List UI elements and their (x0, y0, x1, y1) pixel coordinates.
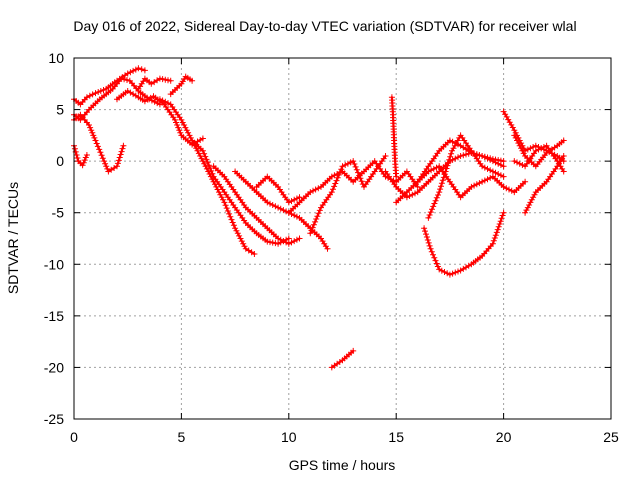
series-trace-21 (421, 209, 507, 278)
series-markers (71, 111, 127, 175)
series-line (191, 139, 290, 245)
x-tick-label: 25 (603, 429, 619, 445)
series-trace-25 (522, 153, 567, 216)
chart-title: Day 016 of 2022, Sidereal Day-to-day VTE… (73, 18, 576, 34)
series-markers (511, 132, 567, 170)
series-markers (522, 153, 567, 216)
series-trace-15 (328, 347, 357, 371)
series-markers (210, 163, 303, 247)
series-trace-16 (388, 94, 400, 180)
series-trace-7 (167, 73, 196, 98)
y-axis-label: SDTVAR / TECUs (5, 182, 21, 294)
series-line (72, 113, 125, 173)
series-markers (388, 94, 400, 180)
x-tick-label: 0 (70, 429, 78, 445)
tick-labels: 0 5 10 15 20 25 10 5 0 -5 -10 -15 -20 -25 (44, 50, 619, 445)
series-markers (167, 73, 196, 98)
series-markers (511, 142, 567, 175)
series-markers (156, 96, 258, 257)
series-markers (414, 163, 529, 201)
y-tick-label: -25 (44, 411, 64, 427)
series-line (169, 75, 194, 96)
plot-frame (73, 57, 612, 420)
y-tick-label: -15 (44, 308, 64, 324)
y-tick-label: 10 (48, 50, 64, 66)
series-trace-10 (210, 163, 303, 247)
series-markers (253, 173, 303, 206)
series-markers (135, 75, 174, 92)
series-trace-3 (71, 111, 127, 175)
y-tick-label: -5 (52, 205, 65, 221)
series-trace-20 (414, 163, 529, 201)
y-tick-label: -20 (44, 359, 64, 375)
y-tick-label: 5 (56, 102, 64, 118)
series-trace-8 (156, 96, 258, 257)
y-tick-label: -10 (44, 256, 64, 272)
y-tick-label: 0 (56, 153, 64, 169)
x-axis-label: GPS time / hours (289, 457, 396, 473)
x-tick-label: 5 (178, 429, 186, 445)
series-trace-12 (253, 173, 303, 206)
grid-lines (74, 58, 611, 419)
axis-ticks (73, 57, 612, 420)
x-tick-label: 15 (388, 429, 404, 445)
series-markers (307, 153, 389, 237)
series-markers (189, 137, 292, 247)
series-trace-6 (135, 75, 174, 92)
series-trace-23 (511, 132, 567, 170)
series-markers (328, 347, 357, 371)
data-series (71, 65, 567, 371)
series-line (309, 154, 387, 235)
series-markers (421, 209, 507, 278)
series-trace-14 (307, 153, 389, 237)
x-tick-label: 10 (281, 429, 297, 445)
series-trace-9 (189, 137, 292, 247)
x-tick-label: 20 (496, 429, 512, 445)
